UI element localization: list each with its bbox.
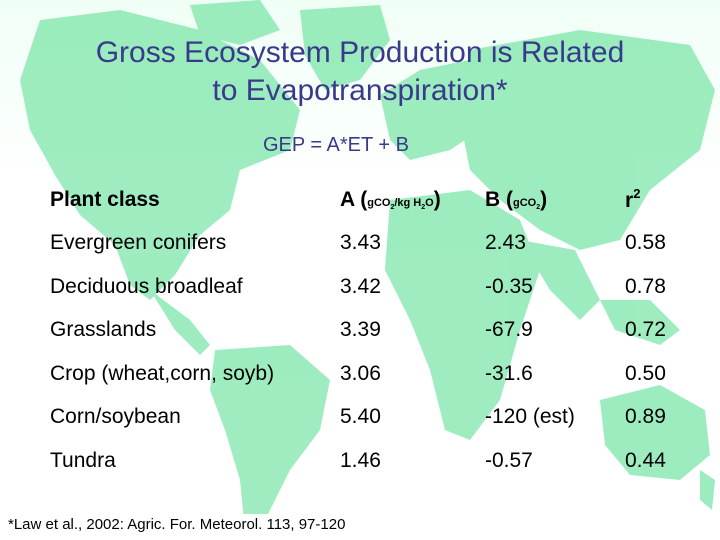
cell-a: 3.39 — [340, 318, 381, 342]
header-a-close: ) — [433, 187, 441, 211]
citation-footnote: *Law et al., 2002: Agric. For. Meteorol.… — [0, 514, 448, 540]
header-r2: r2 — [625, 178, 694, 222]
table-row: Deciduous broadleaf 3.42 -0.35 0.78 — [42, 265, 694, 309]
cell-plant-class: Deciduous broadleaf — [50, 274, 243, 298]
title-line-1: Gross Ecosystem Production is Related — [95, 36, 625, 69]
header-r-label: r — [625, 189, 634, 213]
header-a-unit-o: O — [425, 196, 434, 209]
table-header-row: Plant class A (gCO2/kg H2O) B (gCO2) r2 — [42, 178, 694, 222]
table-row: Grasslands 3.39 -67.9 0.72 — [42, 309, 694, 353]
header-a-unit-2: 2 — [390, 203, 395, 211]
cell-b: 2.43 — [485, 231, 526, 255]
header-a-label: A ( — [340, 187, 368, 211]
cell-r2: 0.58 — [625, 231, 666, 255]
header-plant-class: Plant class — [50, 187, 160, 211]
plant-class-table: Plant class A (gCO2/kg H2O) B (gCO2) r2 … — [42, 178, 694, 483]
table-row: Corn/soybean 5.40 -120 (est) 0.89 — [42, 396, 694, 440]
cell-r2: 0.44 — [625, 448, 666, 472]
cell-plant-class: Corn/soybean — [50, 405, 181, 429]
cell-r2: 0.78 — [625, 274, 666, 298]
cell-r2: 0.72 — [625, 318, 666, 342]
cell-plant-class: Evergreen conifers — [50, 231, 227, 255]
cell-a: 5.40 — [340, 405, 381, 429]
cell-a: 3.06 — [340, 361, 381, 385]
header-b-unit-co: CO — [519, 196, 537, 209]
header-b-unit-2: 2 — [536, 203, 541, 211]
title-line-2: to Evapotranspiration* — [212, 74, 508, 107]
header-b-unit-g: g — [513, 196, 520, 209]
cell-plant-class: Grasslands — [50, 318, 157, 342]
header-a: A (gCO2/kg H2O) — [340, 178, 485, 222]
cell-b: -0.35 — [485, 274, 533, 298]
cell-b: -67.9 — [485, 318, 533, 342]
cell-a: 1.46 — [340, 448, 381, 472]
header-a-unit-co: CO — [373, 196, 391, 209]
cell-r2: 0.89 — [625, 405, 666, 429]
cell-b: -31.6 — [485, 361, 533, 385]
cell-a: 3.43 — [340, 231, 381, 255]
header-a-unit-h2: 2 — [421, 203, 426, 211]
table-row: Crop (wheat,corn, soyb) 3.06 -31.6 0.50 — [42, 352, 694, 396]
header-b-close: ) — [540, 187, 548, 211]
header-a-unit-kg: /kg H — [394, 196, 422, 209]
header-b-label: B ( — [485, 187, 513, 211]
cell-plant-class: Tundra — [50, 448, 116, 472]
header-a-unit-g: g — [367, 196, 374, 209]
cell-r2: 0.50 — [625, 361, 666, 385]
gep-formula: GEP = A*ET + B — [262, 134, 409, 156]
cell-plant-class: Crop (wheat,corn, soyb) — [50, 361, 275, 385]
table-row: Evergreen conifers 3.43 2.43 0.58 — [42, 222, 694, 266]
cell-b: -0.57 — [485, 448, 533, 472]
header-r-sup: 2 — [633, 186, 641, 202]
table-row: Tundra 1.46 -0.57 0.44 — [42, 439, 694, 483]
cell-b: -120 (est) — [485, 405, 575, 429]
header-b: B (gCO2) — [485, 178, 625, 222]
cell-a: 3.42 — [340, 274, 381, 298]
slide-title: Gross Ecosystem Production is Related to… — [0, 34, 720, 110]
